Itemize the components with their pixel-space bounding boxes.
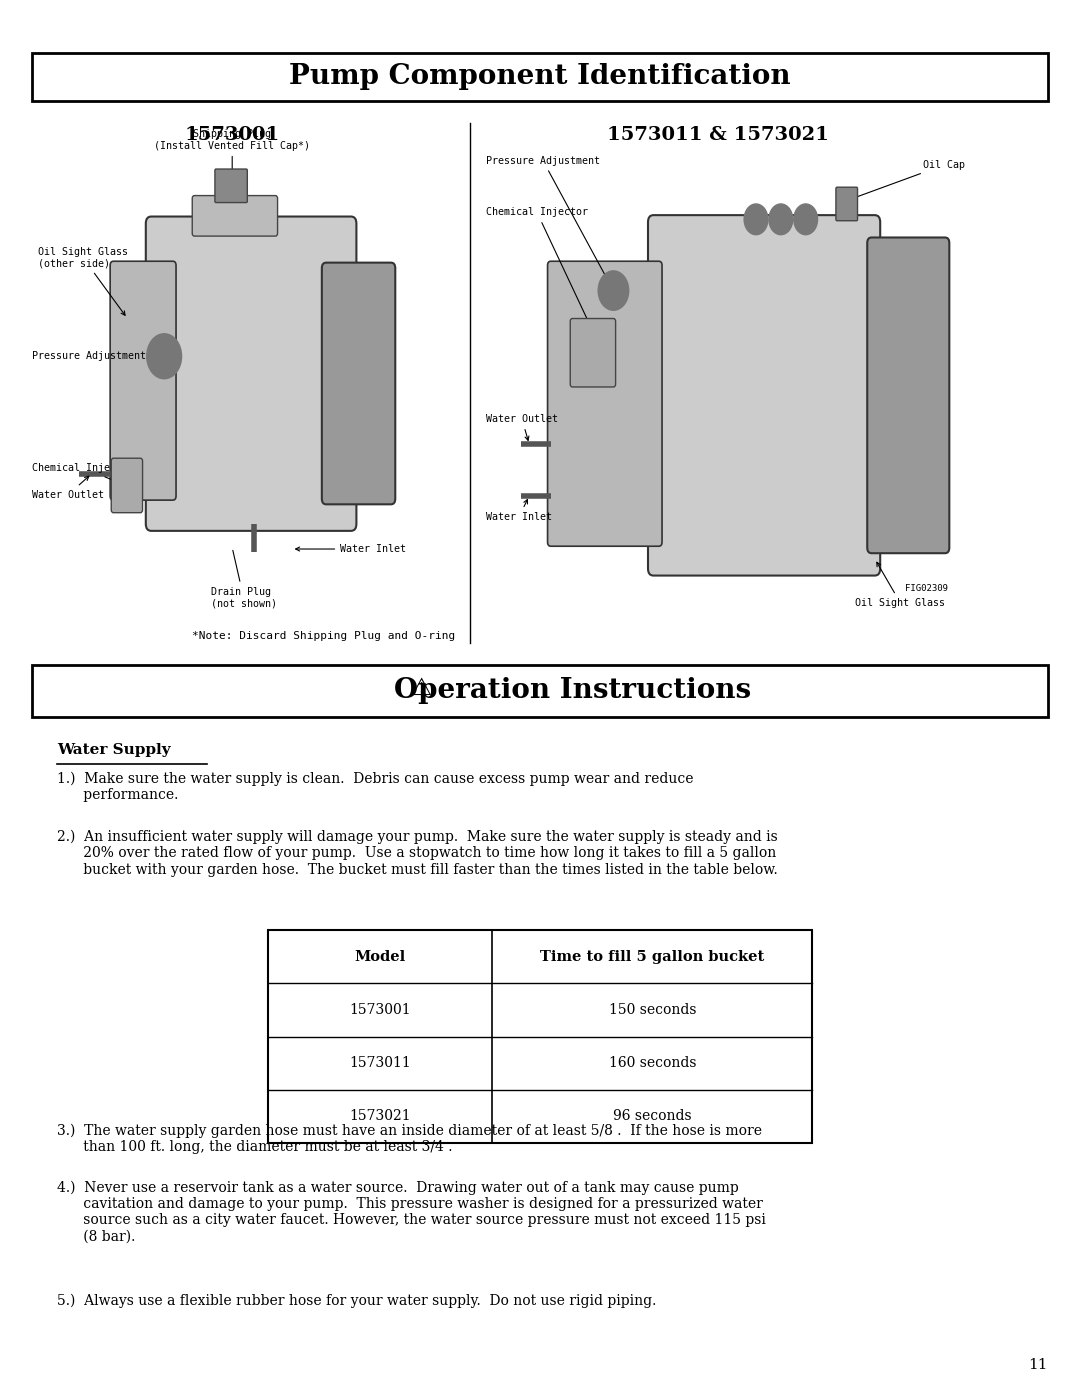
Text: 2.)  An insufficient water supply will damage your pump.  Make sure the water su: 2.) An insufficient water supply will da… (57, 830, 778, 876)
FancyBboxPatch shape (111, 458, 143, 513)
Text: Drain Plug
(not shown): Drain Plug (not shown) (211, 550, 276, 608)
Text: Water Outlet: Water Outlet (486, 414, 558, 440)
Text: Operation Instructions: Operation Instructions (394, 678, 751, 704)
Bar (32, 665, 1048, 717)
Text: 1.)  Make sure the water supply is clean.  Debris can cause excess pump wear and: 1.) Make sure the water supply is clean.… (57, 771, 693, 802)
FancyBboxPatch shape (146, 217, 356, 531)
Text: 11: 11 (1028, 1358, 1048, 1372)
Text: 3.)  The water supply garden hose must have an inside diameter of at least 5/8 .: 3.) The water supply garden hose must ha… (57, 1123, 762, 1154)
FancyBboxPatch shape (215, 169, 247, 203)
Text: 1573011: 1573011 (349, 1056, 411, 1070)
Text: 1573001: 1573001 (185, 126, 280, 144)
Text: Water Supply: Water Supply (57, 743, 171, 757)
Text: 1573011 & 1573021: 1573011 & 1573021 (607, 126, 829, 144)
Text: Pressure Adjustment: Pressure Adjustment (32, 351, 158, 362)
Bar (268, 930, 812, 1143)
Text: Oil Sight Glass
(other side): Oil Sight Glass (other side) (38, 247, 127, 316)
Bar (32, 53, 1048, 101)
Text: Oil Sight Glass: Oil Sight Glass (855, 562, 945, 608)
FancyBboxPatch shape (867, 237, 949, 553)
Text: Model: Model (354, 950, 406, 964)
Circle shape (794, 204, 818, 235)
Text: Time to fill 5 gallon bucket: Time to fill 5 gallon bucket (540, 950, 765, 964)
Text: Water Inlet: Water Inlet (486, 500, 552, 522)
Text: 150 seconds: 150 seconds (608, 1003, 697, 1017)
Text: 4.)  Never use a reservoir tank as a water source.  Drawing water out of a tank : 4.) Never use a reservoir tank as a wate… (57, 1180, 766, 1243)
Text: 1573001: 1573001 (349, 1003, 411, 1017)
Circle shape (147, 334, 181, 379)
Circle shape (744, 204, 768, 235)
Text: 5.)  Always use a flexible rubber hose for your water supply.  Do not use rigid : 5.) Always use a flexible rubber hose fo… (57, 1294, 657, 1308)
Text: FIG02309: FIG02309 (905, 584, 948, 592)
Text: 96 seconds: 96 seconds (613, 1109, 691, 1123)
FancyBboxPatch shape (322, 263, 395, 504)
FancyBboxPatch shape (836, 187, 858, 221)
Text: ⚠: ⚠ (410, 676, 432, 700)
Text: Oil Cap: Oil Cap (852, 159, 966, 198)
Text: Pump Component Identification: Pump Component Identification (289, 63, 791, 91)
Text: Pressure Adjustment: Pressure Adjustment (486, 155, 611, 286)
Circle shape (769, 204, 793, 235)
Circle shape (598, 271, 629, 310)
FancyBboxPatch shape (648, 215, 880, 576)
FancyBboxPatch shape (570, 319, 616, 387)
Text: Chemical Injector: Chemical Injector (486, 207, 602, 348)
Text: *Note: Discard Shipping Plug and O-ring: *Note: Discard Shipping Plug and O-ring (192, 631, 456, 641)
Text: 1573021: 1573021 (349, 1109, 411, 1123)
Text: Water Outlet: Water Outlet (32, 476, 105, 500)
Text: Water Inlet: Water Inlet (296, 543, 406, 555)
FancyBboxPatch shape (192, 196, 278, 236)
FancyBboxPatch shape (548, 261, 662, 546)
Text: Chemical Injector: Chemical Injector (32, 462, 134, 485)
FancyBboxPatch shape (110, 261, 176, 500)
Text: Shipping Plug
(Install Vented Fill Cap*): Shipping Plug (Install Vented Fill Cap*) (154, 130, 310, 194)
Text: 160 seconds: 160 seconds (608, 1056, 697, 1070)
